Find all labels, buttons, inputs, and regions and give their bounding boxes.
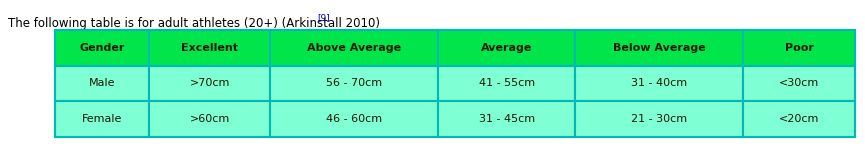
Text: 56 - 70cm: 56 - 70cm (326, 78, 382, 89)
Text: Average: Average (481, 43, 532, 53)
Bar (270, 66, 438, 101)
Text: >60cm: >60cm (189, 114, 230, 124)
Bar (150, 30, 270, 66)
Bar (270, 101, 438, 137)
Bar (55, 30, 150, 66)
Bar (743, 101, 855, 137)
Text: 41 - 55cm: 41 - 55cm (478, 78, 535, 89)
Bar (438, 30, 575, 66)
Text: <30cm: <30cm (778, 78, 819, 89)
Bar (575, 101, 743, 137)
Text: >70cm: >70cm (189, 78, 230, 89)
Text: 31 - 45cm: 31 - 45cm (478, 114, 535, 124)
Bar (55, 101, 150, 137)
Text: <20cm: <20cm (778, 114, 819, 124)
Bar (438, 101, 575, 137)
Bar (55, 66, 150, 101)
Text: The following table is for adult athletes (20+) (Arkinstall 2010): The following table is for adult athlete… (8, 17, 380, 30)
Bar (438, 66, 575, 101)
Text: Below Average: Below Average (612, 43, 706, 53)
Text: Female: Female (82, 114, 123, 124)
Bar (150, 101, 270, 137)
Bar (55, 30, 855, 137)
Text: 46 - 60cm: 46 - 60cm (326, 114, 382, 124)
Text: [9]: [9] (317, 13, 330, 22)
Bar (270, 30, 438, 66)
Bar (743, 66, 855, 101)
Text: Poor: Poor (785, 43, 813, 53)
Bar (575, 66, 743, 101)
Text: Gender: Gender (80, 43, 125, 53)
Text: Above Average: Above Average (307, 43, 401, 53)
Text: 21 - 30cm: 21 - 30cm (631, 114, 687, 124)
Text: 31 - 40cm: 31 - 40cm (631, 78, 687, 89)
Bar (150, 66, 270, 101)
Text: Excellent: Excellent (182, 43, 238, 53)
Text: Male: Male (89, 78, 115, 89)
Bar (743, 30, 855, 66)
Bar (575, 30, 743, 66)
